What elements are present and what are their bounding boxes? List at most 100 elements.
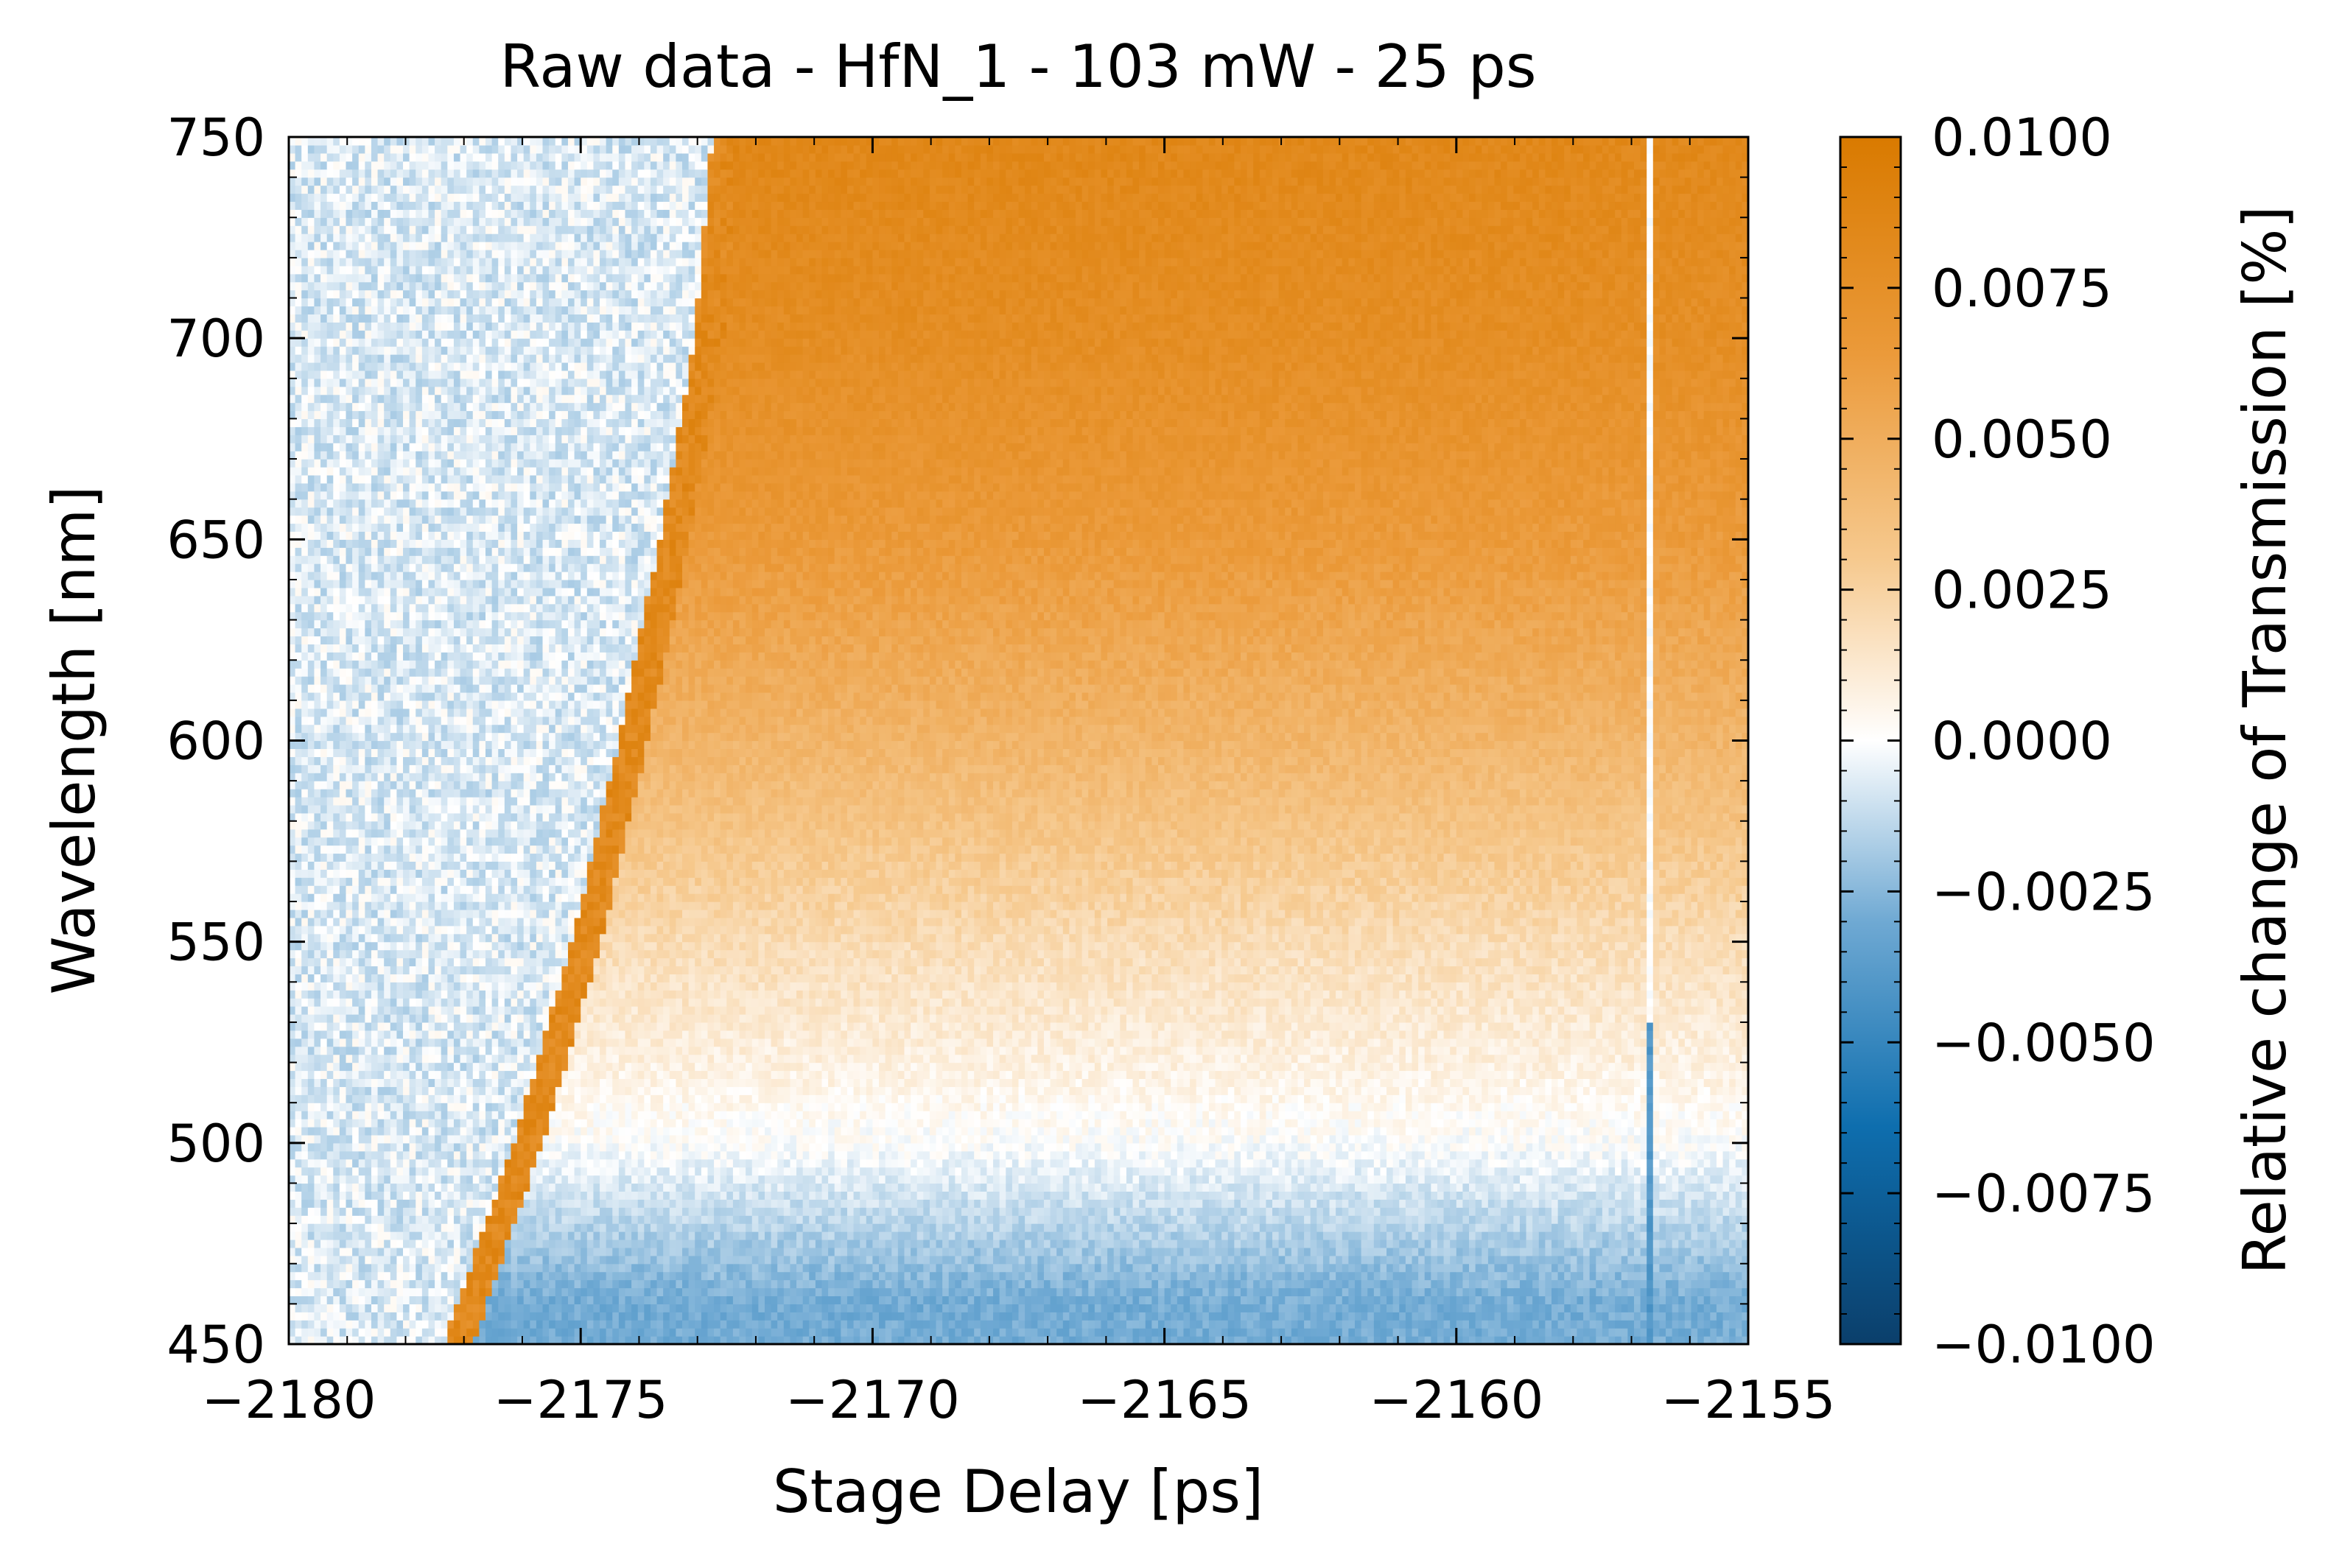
heatmap-cell	[498, 1231, 505, 1240]
heatmap-cell	[435, 1240, 441, 1248]
heatmap-cell	[1291, 1207, 1298, 1216]
heatmap-cell	[365, 1295, 371, 1304]
heatmap-cell	[1120, 1215, 1126, 1224]
heatmap-cell	[1158, 1207, 1165, 1216]
heatmap-cell	[1316, 1295, 1323, 1304]
heatmap-cell	[1228, 1207, 1235, 1216]
heatmap-cell	[1659, 1304, 1666, 1312]
heatmap-cell	[435, 1280, 441, 1289]
heatmap-cell	[1653, 1183, 1660, 1192]
heatmap-cell	[1653, 1256, 1660, 1265]
heatmap-cell	[740, 1256, 746, 1265]
heatmap-cell	[1297, 1304, 1304, 1312]
heatmap-cell	[1399, 1248, 1406, 1256]
heatmap-cell	[575, 1199, 581, 1208]
heatmap-cell	[898, 1295, 905, 1304]
heatmap-cell	[575, 1240, 581, 1248]
heatmap-cell	[1552, 1191, 1558, 1200]
heatmap-cell	[886, 1175, 892, 1184]
heatmap-cell	[1425, 1304, 1431, 1312]
heatmap-cell	[1393, 1288, 1400, 1297]
heatmap-cell	[416, 1248, 422, 1256]
heatmap-cell	[524, 1320, 530, 1329]
heatmap-cell	[1139, 1264, 1146, 1273]
heatmap-cell	[816, 1231, 822, 1240]
heatmap-cell	[346, 1223, 353, 1232]
heatmap-cell	[612, 1288, 619, 1297]
heatmap-cell	[1291, 1272, 1298, 1281]
heatmap-cell	[524, 1280, 530, 1289]
heatmap-cell	[1552, 1272, 1558, 1281]
heatmap-cell	[561, 1304, 568, 1312]
heatmap-cell	[1056, 1295, 1063, 1304]
heatmap-cell	[1196, 1207, 1203, 1216]
heatmap-cell	[1641, 1256, 1647, 1265]
heatmap-cell	[1285, 1175, 1291, 1184]
heatmap-cell	[1583, 1264, 1590, 1273]
heatmap-cell	[733, 1199, 740, 1208]
heatmap-cell	[1158, 1304, 1165, 1312]
heatmap-cell	[1051, 1320, 1057, 1329]
heatmap-cell	[1583, 1256, 1590, 1265]
heatmap-cell	[714, 1272, 721, 1281]
heatmap-cell	[1279, 1264, 1286, 1273]
heatmap-cell	[473, 1264, 480, 1273]
heatmap-cell	[498, 1215, 505, 1224]
heatmap-cell	[682, 1215, 689, 1224]
heatmap-cell	[536, 1264, 543, 1273]
heatmap-cell	[1241, 1223, 1247, 1232]
heatmap-cell	[879, 1288, 886, 1297]
heatmap-cell	[1672, 1295, 1679, 1304]
heatmap-cell	[1627, 1183, 1634, 1192]
heatmap-cell	[575, 1231, 581, 1240]
heatmap-cell	[416, 1240, 422, 1248]
heatmap-cell	[1311, 1215, 1317, 1224]
heatmap-cell	[1000, 1183, 1006, 1192]
heatmap-cell	[359, 1199, 365, 1208]
heatmap-cell	[1615, 1320, 1621, 1329]
heatmap-cell	[1596, 1191, 1602, 1200]
heatmap-cell	[1120, 1240, 1126, 1248]
heatmap-cell	[1291, 1215, 1298, 1224]
heatmap-cell	[898, 1320, 905, 1329]
heatmap-cell	[1552, 1280, 1558, 1289]
heatmap-cell	[1316, 1223, 1323, 1232]
heatmap-cell	[771, 1272, 778, 1281]
heatmap-cell	[841, 1295, 847, 1304]
heatmap-cell	[663, 1183, 670, 1192]
heatmap-cell	[835, 1304, 841, 1312]
heatmap-cell	[447, 1231, 454, 1240]
heatmap-cell	[701, 1175, 708, 1184]
heatmap-cell	[320, 1199, 327, 1208]
heatmap-cell	[961, 1328, 968, 1337]
heatmap-cell	[1151, 1223, 1158, 1232]
heatmap-cell	[663, 1191, 670, 1200]
heatmap-cell	[1063, 1240, 1070, 1248]
heatmap-cell	[822, 1312, 829, 1321]
heatmap-cell	[1266, 1320, 1272, 1329]
heatmap-cell	[1444, 1199, 1451, 1208]
heatmap-cell	[511, 1272, 517, 1281]
heatmap-cell	[1056, 1256, 1063, 1265]
heatmap-cell	[1183, 1295, 1190, 1304]
heatmap-cell	[872, 1304, 879, 1312]
heatmap-cell	[854, 1207, 860, 1216]
heatmap-cell	[1577, 1215, 1583, 1224]
heatmap-cell	[416, 1199, 422, 1208]
heatmap-cell	[1342, 1328, 1349, 1337]
heatmap-cell	[721, 1175, 727, 1184]
heatmap-cell	[1126, 1288, 1133, 1297]
heatmap-cell	[1348, 1272, 1355, 1281]
heatmap-cell	[923, 1320, 930, 1329]
heatmap-cell	[1634, 1304, 1641, 1312]
heatmap-cell	[1266, 1215, 1272, 1224]
heatmap-cell	[1729, 1207, 1736, 1216]
heatmap-cell	[581, 1264, 587, 1273]
heatmap-cell	[1171, 1304, 1177, 1312]
heatmap-cell	[1336, 1272, 1342, 1281]
heatmap-cell	[1590, 1183, 1596, 1192]
heatmap-cell	[1183, 1304, 1190, 1312]
heatmap-cell	[1241, 1328, 1247, 1337]
heatmap-cell	[993, 1183, 1000, 1192]
heatmap-cell	[581, 1175, 587, 1184]
